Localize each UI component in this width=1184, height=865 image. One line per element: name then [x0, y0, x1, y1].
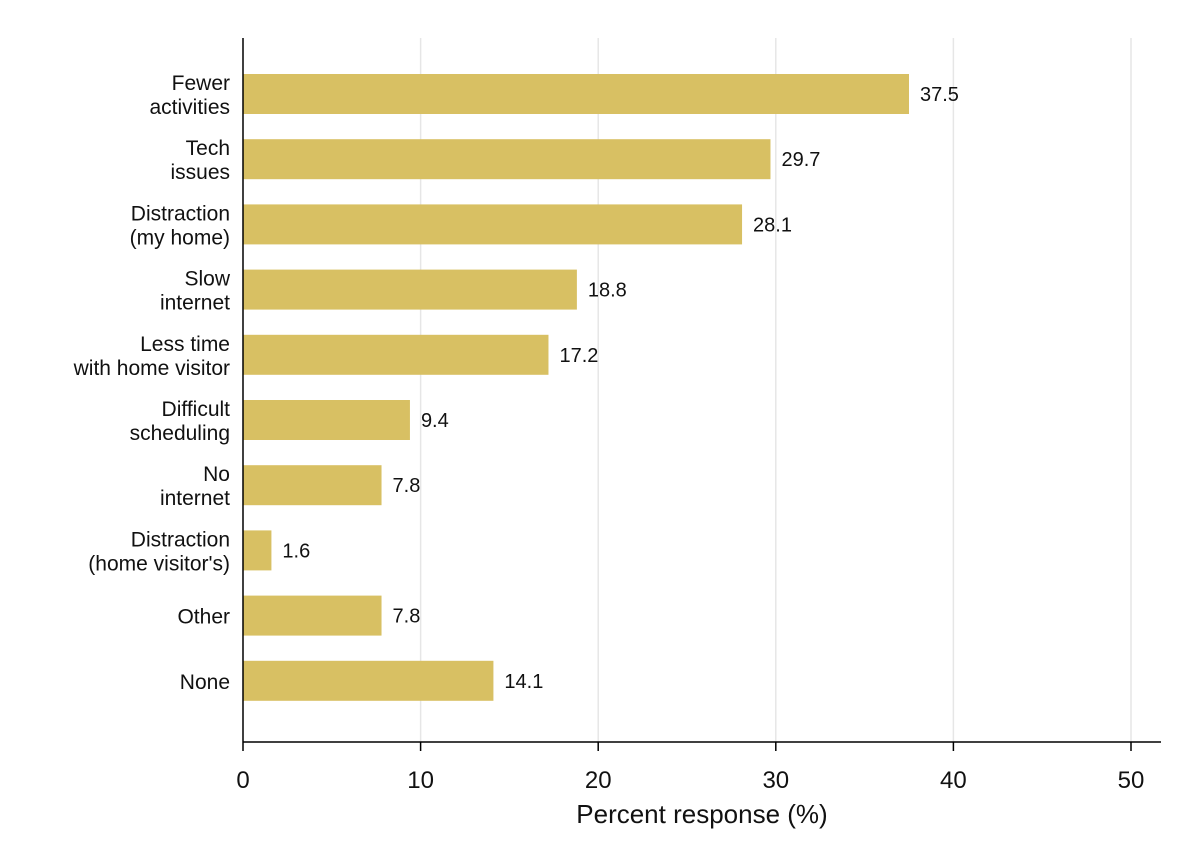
category-label-line: scheduling	[130, 422, 230, 445]
category-label-line: with home visitor	[73, 357, 230, 380]
category-label-line: No	[203, 463, 230, 486]
value-label: 14.1	[504, 671, 543, 693]
x-tick-label: 0	[236, 767, 249, 794]
bar	[243, 400, 410, 440]
category-label-line: Less time	[140, 333, 230, 356]
bar	[243, 530, 272, 571]
bar	[243, 660, 494, 701]
category-label: None	[180, 671, 230, 694]
category-label-line: (my home)	[130, 226, 230, 249]
bar	[243, 269, 577, 310]
category-label-line: Distraction	[131, 528, 230, 551]
bar	[243, 595, 382, 636]
value-label: 37.5	[920, 84, 959, 106]
category-label-line: None	[180, 671, 230, 694]
category-label: Difficult scheduling	[130, 398, 231, 445]
category-label: Fewer activities	[149, 72, 230, 119]
value-label: 17.2	[559, 345, 598, 367]
value-label: 28.1	[753, 214, 792, 236]
x-ticks: 0 10 20 30 40 50	[236, 742, 1144, 794]
category-label: Distraction (my home)	[130, 202, 230, 249]
value-label: 7.8	[393, 475, 421, 497]
value-label: 18.8	[588, 280, 627, 302]
category-label: Tech issues	[170, 137, 230, 184]
value-label: 1.6	[282, 540, 310, 562]
x-tick-label: 30	[762, 767, 789, 794]
value-labels: 37.5 29.7 28.1 18.8 17.2 9.4 7.8 1.6 7.8 14.1	[282, 84, 959, 693]
value-label: 7.8	[393, 606, 421, 628]
category-label-line: Slow	[184, 268, 230, 291]
x-axis-title: Percent response (%)	[576, 799, 827, 829]
category-label-line: internet	[160, 487, 230, 510]
category-label: Other	[177, 606, 230, 629]
value-label: 9.4	[421, 410, 449, 432]
bar	[243, 139, 771, 180]
category-label-line: activities	[149, 96, 230, 119]
category-label: Distraction (home visitor's)	[88, 528, 230, 575]
bar	[243, 334, 549, 375]
category-label-line: issues	[170, 161, 230, 184]
category-label-line: Other	[177, 606, 230, 629]
category-label-line: Difficult	[162, 398, 231, 421]
x-tick-label: 50	[1118, 767, 1145, 794]
bar	[243, 74, 909, 114]
category-label-line: Fewer	[172, 72, 230, 95]
x-tick-label: 10	[407, 767, 434, 794]
bars	[243, 74, 909, 701]
bar	[243, 465, 382, 506]
category-label-line: internet	[160, 292, 230, 315]
x-tick-label: 40	[940, 767, 967, 794]
category-label-line: Tech	[186, 137, 230, 160]
category-label: Less time with home visitor	[73, 333, 230, 380]
value-label: 29.7	[781, 149, 820, 171]
category-label-line: Distraction	[131, 202, 230, 225]
category-label: Slow internet	[160, 268, 231, 315]
category-label-line: (home visitor's)	[88, 552, 230, 575]
bar	[243, 204, 743, 245]
x-tick-label: 20	[585, 767, 612, 794]
category-label: No internet	[160, 463, 230, 510]
